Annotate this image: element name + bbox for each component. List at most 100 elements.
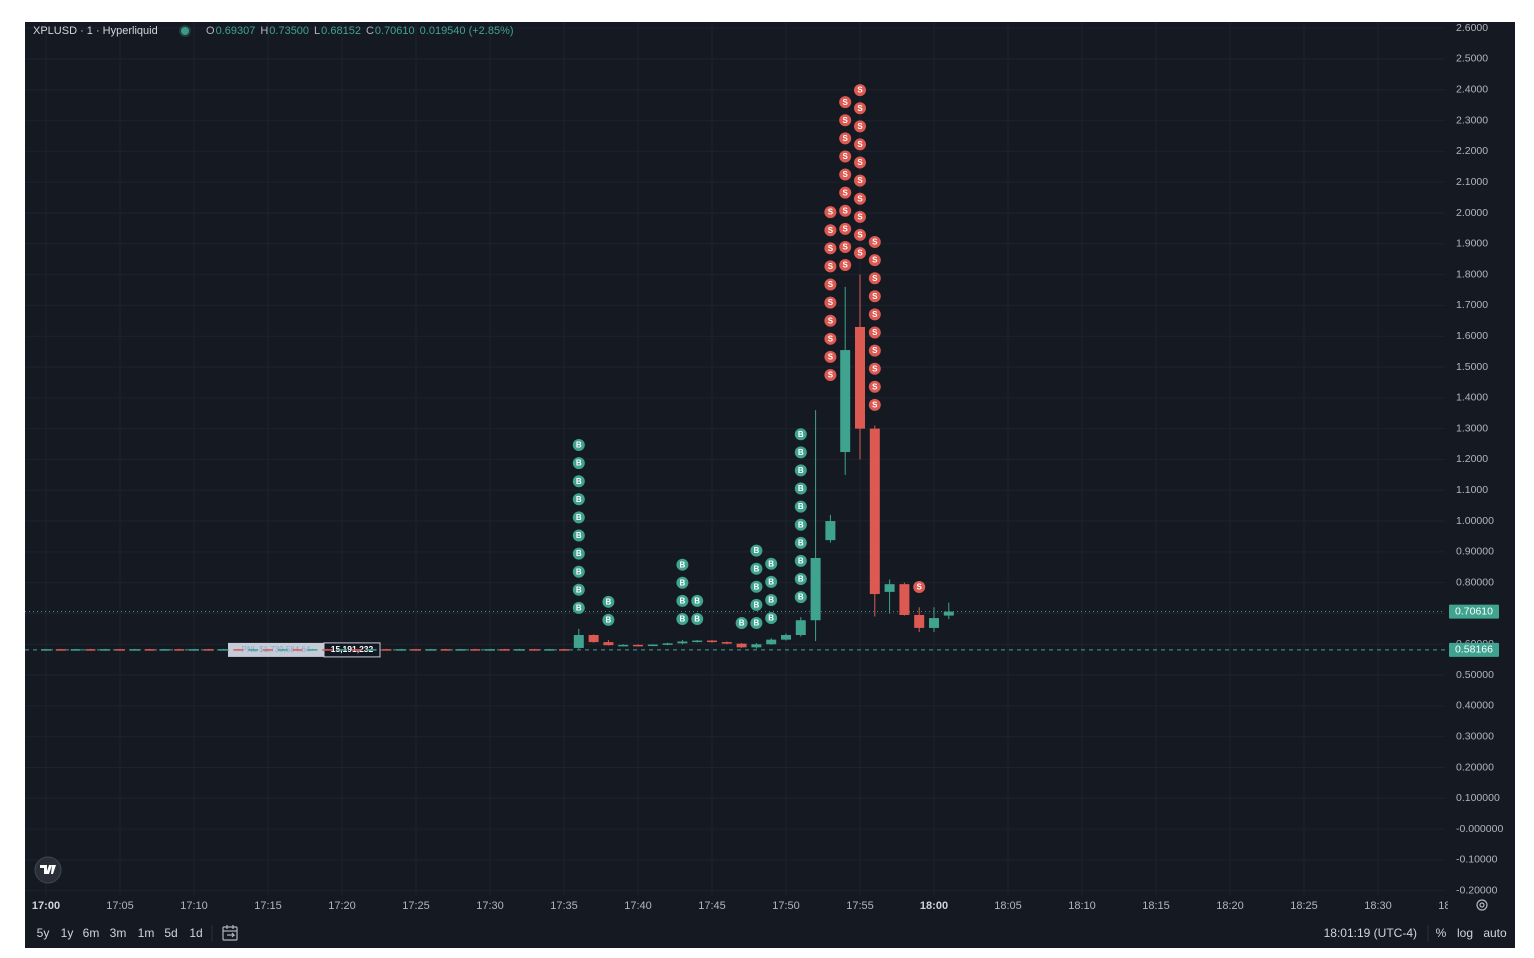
trade-marker-label: B	[754, 546, 760, 555]
y-tick-label: 0.90000	[1456, 546, 1494, 558]
trade-marker	[691, 612, 704, 625]
trade-marker-label: S	[857, 140, 863, 149]
scale-option[interactable]: auto	[1483, 926, 1507, 940]
trade-marker-label: B	[798, 593, 804, 602]
trade-marker	[868, 308, 881, 321]
x-tick-label: 18:35	[1438, 900, 1466, 912]
trade-marker	[839, 240, 852, 253]
candle-body	[366, 649, 377, 651]
trade-marker	[572, 511, 585, 524]
candle-body	[70, 649, 81, 651]
ohlc-legend: O0.69307 H0.73500 L0.68152 C0.70610 0.019540…	[206, 25, 514, 37]
legend-value: 0.73500	[269, 25, 309, 37]
trade-marker	[868, 326, 881, 339]
settings-icon[interactable]	[1476, 899, 1488, 911]
candle-body	[218, 649, 229, 651]
trade-marker	[765, 575, 778, 588]
trade-marker-label: S	[857, 104, 863, 113]
trade-marker	[794, 591, 807, 604]
legend-key: O	[206, 25, 215, 37]
trade-marker	[839, 132, 852, 145]
trade-marker-label: B	[576, 459, 582, 468]
trade-marker-label: B	[606, 597, 612, 606]
trade-marker	[572, 565, 585, 578]
y-tick-label: 1.9000	[1456, 238, 1488, 250]
candle-body	[884, 584, 895, 592]
candle-body	[662, 643, 673, 645]
scale-option[interactable]: log	[1457, 926, 1473, 940]
trade-marker-label: S	[857, 212, 863, 221]
candle-body	[233, 649, 244, 651]
candle-body	[781, 635, 791, 640]
trade-marker	[839, 168, 852, 181]
trade-marker	[854, 138, 866, 151]
candle-body	[766, 639, 777, 645]
legend-value: 0.68152	[321, 25, 361, 37]
trade-marker	[602, 613, 615, 626]
trade-marker	[824, 296, 837, 309]
trade-marker-label: S	[828, 244, 834, 253]
trade-marker	[750, 616, 763, 629]
trade-marker	[794, 518, 807, 531]
trade-marker	[572, 439, 585, 452]
x-tick-label: 17:10	[180, 900, 208, 912]
trade-marker-label: B	[680, 597, 686, 606]
trade-marker-label: S	[872, 274, 878, 283]
trade-marker-label: B	[576, 531, 582, 540]
candle-body	[455, 649, 466, 651]
trade-marker	[913, 580, 926, 593]
candle-body	[869, 428, 880, 595]
candle-body	[144, 649, 155, 651]
trade-marker-label: B	[680, 560, 686, 569]
trade-marker-label: S	[843, 261, 849, 270]
trade-marker	[572, 493, 585, 506]
y-tick-label: 1.5000	[1456, 361, 1488, 373]
trade-marker	[794, 536, 807, 549]
trade-marker	[824, 350, 837, 363]
grid	[25, 22, 1445, 895]
scale-option[interactable]: %	[1436, 926, 1447, 940]
trade-marker-label: S	[843, 243, 849, 252]
candle-body	[292, 649, 303, 651]
range-button[interactable]: 5y	[37, 926, 50, 940]
trade-marker	[868, 380, 881, 393]
tradingview-logo	[34, 856, 62, 884]
range-button[interactable]: 5d	[164, 926, 177, 940]
trade-marker-label: S	[843, 188, 849, 197]
trade-marker-label: S	[828, 280, 834, 289]
range-button[interactable]: 1d	[189, 926, 202, 940]
trade-marker	[794, 446, 807, 459]
y-tick-label: 2.2000	[1456, 145, 1488, 157]
y-tick-label: 1.4000	[1456, 392, 1488, 404]
candle-body	[855, 326, 865, 429]
trade-marker-label: S	[843, 116, 849, 125]
trade-marker-label: B	[576, 513, 582, 522]
trade-marker	[676, 594, 689, 607]
x-tick-label: 17:45	[698, 900, 726, 912]
price-label: 0.58166	[1455, 644, 1493, 656]
trade-marker	[794, 500, 807, 513]
y-tick-label: 0.40000	[1456, 700, 1494, 712]
x-tick-label: 17:50	[772, 900, 800, 912]
trade-marker-label: S	[872, 292, 878, 301]
calendar-icon[interactable]	[222, 925, 238, 941]
trade-marker	[765, 612, 778, 625]
legend-value: 0.70610	[375, 25, 415, 37]
trade-marker	[602, 595, 615, 608]
trade-marker-label: B	[798, 484, 804, 493]
range-button[interactable]: 6m	[83, 926, 100, 940]
trade-marker	[750, 544, 763, 557]
background	[25, 22, 1515, 948]
range-button[interactable]: 1y	[61, 926, 74, 940]
x-tick-label: 17:05	[106, 900, 134, 912]
candle-body	[514, 649, 525, 651]
y-tick-label: 0.30000	[1456, 730, 1494, 742]
trade-marker-label: S	[828, 316, 834, 325]
trade-marker-label: B	[798, 520, 804, 529]
range-button[interactable]: 1m	[138, 926, 155, 940]
trade-marker-label: S	[843, 152, 849, 161]
trade-marker	[868, 398, 881, 411]
candle-body	[810, 557, 821, 621]
legend-key: C	[366, 25, 374, 37]
range-button[interactable]: 3m	[110, 926, 127, 940]
